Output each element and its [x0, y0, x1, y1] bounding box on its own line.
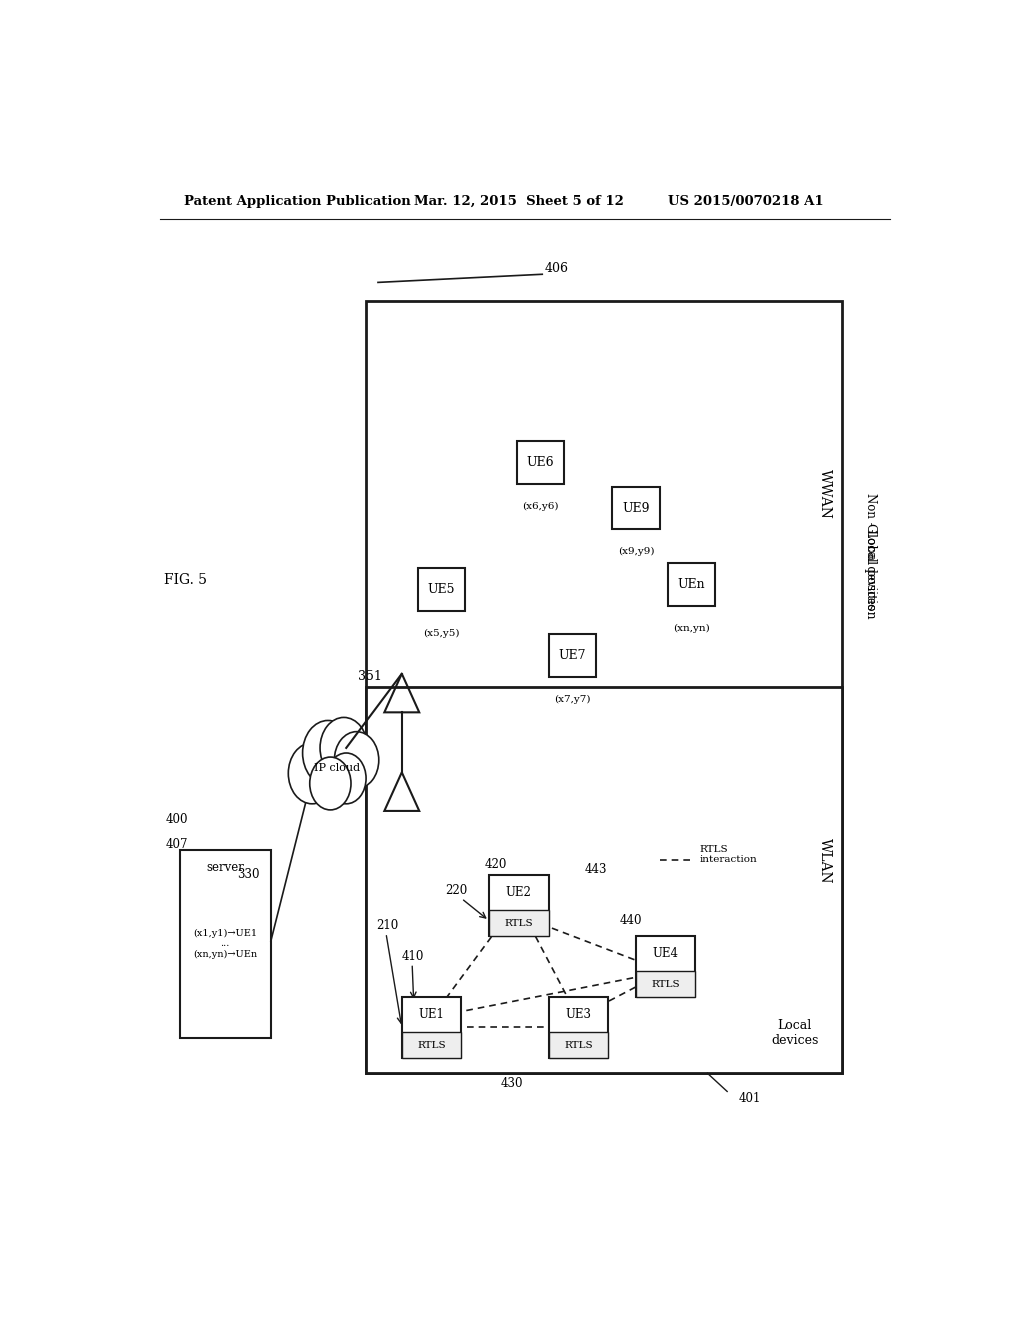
Bar [367, 686, 842, 1073]
Circle shape [327, 752, 367, 804]
Text: 210: 210 [377, 919, 398, 932]
Text: IP cloud: IP cloud [313, 763, 359, 774]
Bar [401, 1032, 461, 1057]
Text: UE6: UE6 [527, 455, 554, 469]
Text: 440: 440 [620, 915, 642, 927]
Bar [636, 972, 695, 997]
Text: 351: 351 [358, 671, 382, 684]
Text: UE4: UE4 [652, 946, 679, 960]
Text: RTLS: RTLS [417, 1040, 445, 1049]
Text: (x5,y5): (x5,y5) [423, 628, 460, 638]
Circle shape [289, 743, 336, 804]
Text: Global position: Global position [863, 523, 877, 619]
Text: 400: 400 [165, 813, 187, 825]
Circle shape [321, 718, 368, 779]
Text: UEn: UEn [678, 578, 706, 591]
Text: Local
devices: Local devices [771, 1019, 818, 1047]
Circle shape [303, 721, 353, 785]
Text: FIG. 5: FIG. 5 [164, 573, 207, 587]
Text: 430: 430 [501, 1077, 523, 1090]
Text: (x9,y9): (x9,y9) [617, 548, 654, 556]
Text: RTLS
interaction: RTLS interaction [699, 845, 757, 865]
Text: RTLS: RTLS [651, 979, 680, 989]
Text: US 2015/0070218 A1: US 2015/0070218 A1 [668, 194, 823, 207]
Text: Patent Application Publication: Patent Application Publication [183, 194, 411, 207]
Bar [489, 875, 549, 936]
Text: WWAN: WWAN [818, 469, 831, 519]
Text: RTLS: RTLS [505, 919, 534, 928]
Text: 410: 410 [401, 950, 424, 962]
Text: (x6,y6): (x6,y6) [522, 502, 559, 511]
Text: UE5: UE5 [428, 583, 456, 595]
Text: 401: 401 [739, 1092, 762, 1105]
Bar [549, 997, 608, 1057]
Bar [636, 936, 695, 997]
Text: (x1,y1)→UE1
...
(xn,yn)→UEn: (x1,y1)→UE1 ... (xn,yn)→UEn [194, 928, 257, 958]
Bar [517, 441, 564, 483]
Text: 330: 330 [238, 869, 260, 882]
Bar [179, 850, 270, 1038]
Text: UE7: UE7 [559, 649, 586, 661]
Text: 220: 220 [445, 883, 468, 896]
Bar [367, 301, 842, 1073]
Text: Non - Local devices: Non - Local devices [863, 494, 877, 610]
Bar [549, 1032, 608, 1057]
Bar [418, 568, 465, 611]
Circle shape [309, 758, 351, 810]
Bar [489, 911, 549, 936]
Bar [668, 562, 715, 606]
Bar [549, 634, 596, 677]
Text: RTLS: RTLS [564, 1040, 593, 1049]
Text: (x7,y7): (x7,y7) [554, 694, 591, 704]
Text: 407: 407 [165, 838, 187, 851]
Text: 420: 420 [485, 858, 508, 871]
Bar [612, 487, 659, 529]
Text: 406: 406 [545, 261, 568, 275]
Text: 444: 444 [655, 950, 678, 962]
Circle shape [334, 731, 379, 788]
Text: WLAN: WLAN [818, 838, 831, 883]
Text: UE9: UE9 [623, 502, 649, 515]
Text: UE1: UE1 [419, 1007, 444, 1020]
Text: server: server [206, 862, 244, 874]
Text: UE2: UE2 [506, 886, 531, 899]
Text: Mar. 12, 2015  Sheet 5 of 12: Mar. 12, 2015 Sheet 5 of 12 [414, 194, 624, 207]
Text: 443: 443 [585, 863, 607, 876]
Text: (xn,yn): (xn,yn) [673, 623, 710, 632]
Bar [401, 997, 461, 1057]
Text: UE3: UE3 [565, 1007, 592, 1020]
